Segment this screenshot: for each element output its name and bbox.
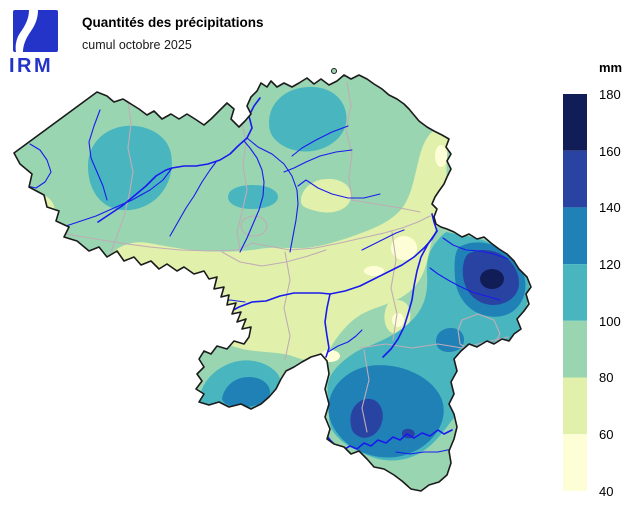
legend-band-160-180: [563, 94, 587, 151]
river-lesse: [327, 329, 363, 353]
page-subtitle: cumul octobre 2025: [82, 38, 192, 52]
river-meuse-upper: [324, 293, 331, 358]
river-scheldt: [97, 97, 261, 223]
river-yser: [26, 143, 52, 189]
river-coast-canal: [88, 109, 108, 201]
legend-band-80-100: [563, 320, 587, 378]
river-senne: [239, 140, 265, 253]
zone-160-180: [480, 269, 504, 289]
river-dender: [169, 161, 217, 237]
legend-band-60-80: [563, 377, 587, 435]
legend-tick-60: 60: [599, 427, 613, 442]
legend-tick-140: 140: [599, 200, 621, 215]
legend-band-100-120: [563, 264, 587, 321]
belgium-map: [13, 68, 532, 492]
page-title: Quantités des précipitations: [82, 15, 264, 30]
river-grote-nete: [283, 149, 353, 173]
legend: mm 180 160 140 120 100 80 60 40: [563, 60, 622, 499]
legend-band-40-60: [563, 434, 587, 491]
irm-logo: IRM: [9, 10, 58, 77]
river-dijle: [246, 137, 299, 253]
river-ourthe: [382, 230, 438, 358]
legend-unit: mm: [599, 60, 622, 75]
legend-tick-160: 160: [599, 144, 621, 159]
legend-tick-100: 100: [599, 314, 621, 329]
legend-band-120-140: [563, 207, 587, 265]
baarle-enclave: [331, 68, 337, 74]
irm-logo-swoosh: [15, 10, 38, 52]
legend-tick-180: 180: [599, 87, 621, 102]
river-kleine-nete: [291, 125, 349, 157]
legend-band-140-160: [563, 150, 587, 208]
river-ambleve: [429, 267, 501, 301]
river-meuse: [329, 213, 438, 295]
river-geer: [361, 229, 405, 251]
river-lys: [59, 167, 173, 229]
legend-tick-120: 120: [599, 257, 621, 272]
legend-tick-80: 80: [599, 370, 613, 385]
rivers: [26, 97, 509, 455]
river-demer: [297, 179, 381, 199]
legend-tick-40: 40: [599, 484, 613, 499]
irm-logo-text: IRM: [9, 55, 53, 77]
zone-40-60: [320, 145, 447, 362]
river-vesdre: [442, 237, 509, 260]
